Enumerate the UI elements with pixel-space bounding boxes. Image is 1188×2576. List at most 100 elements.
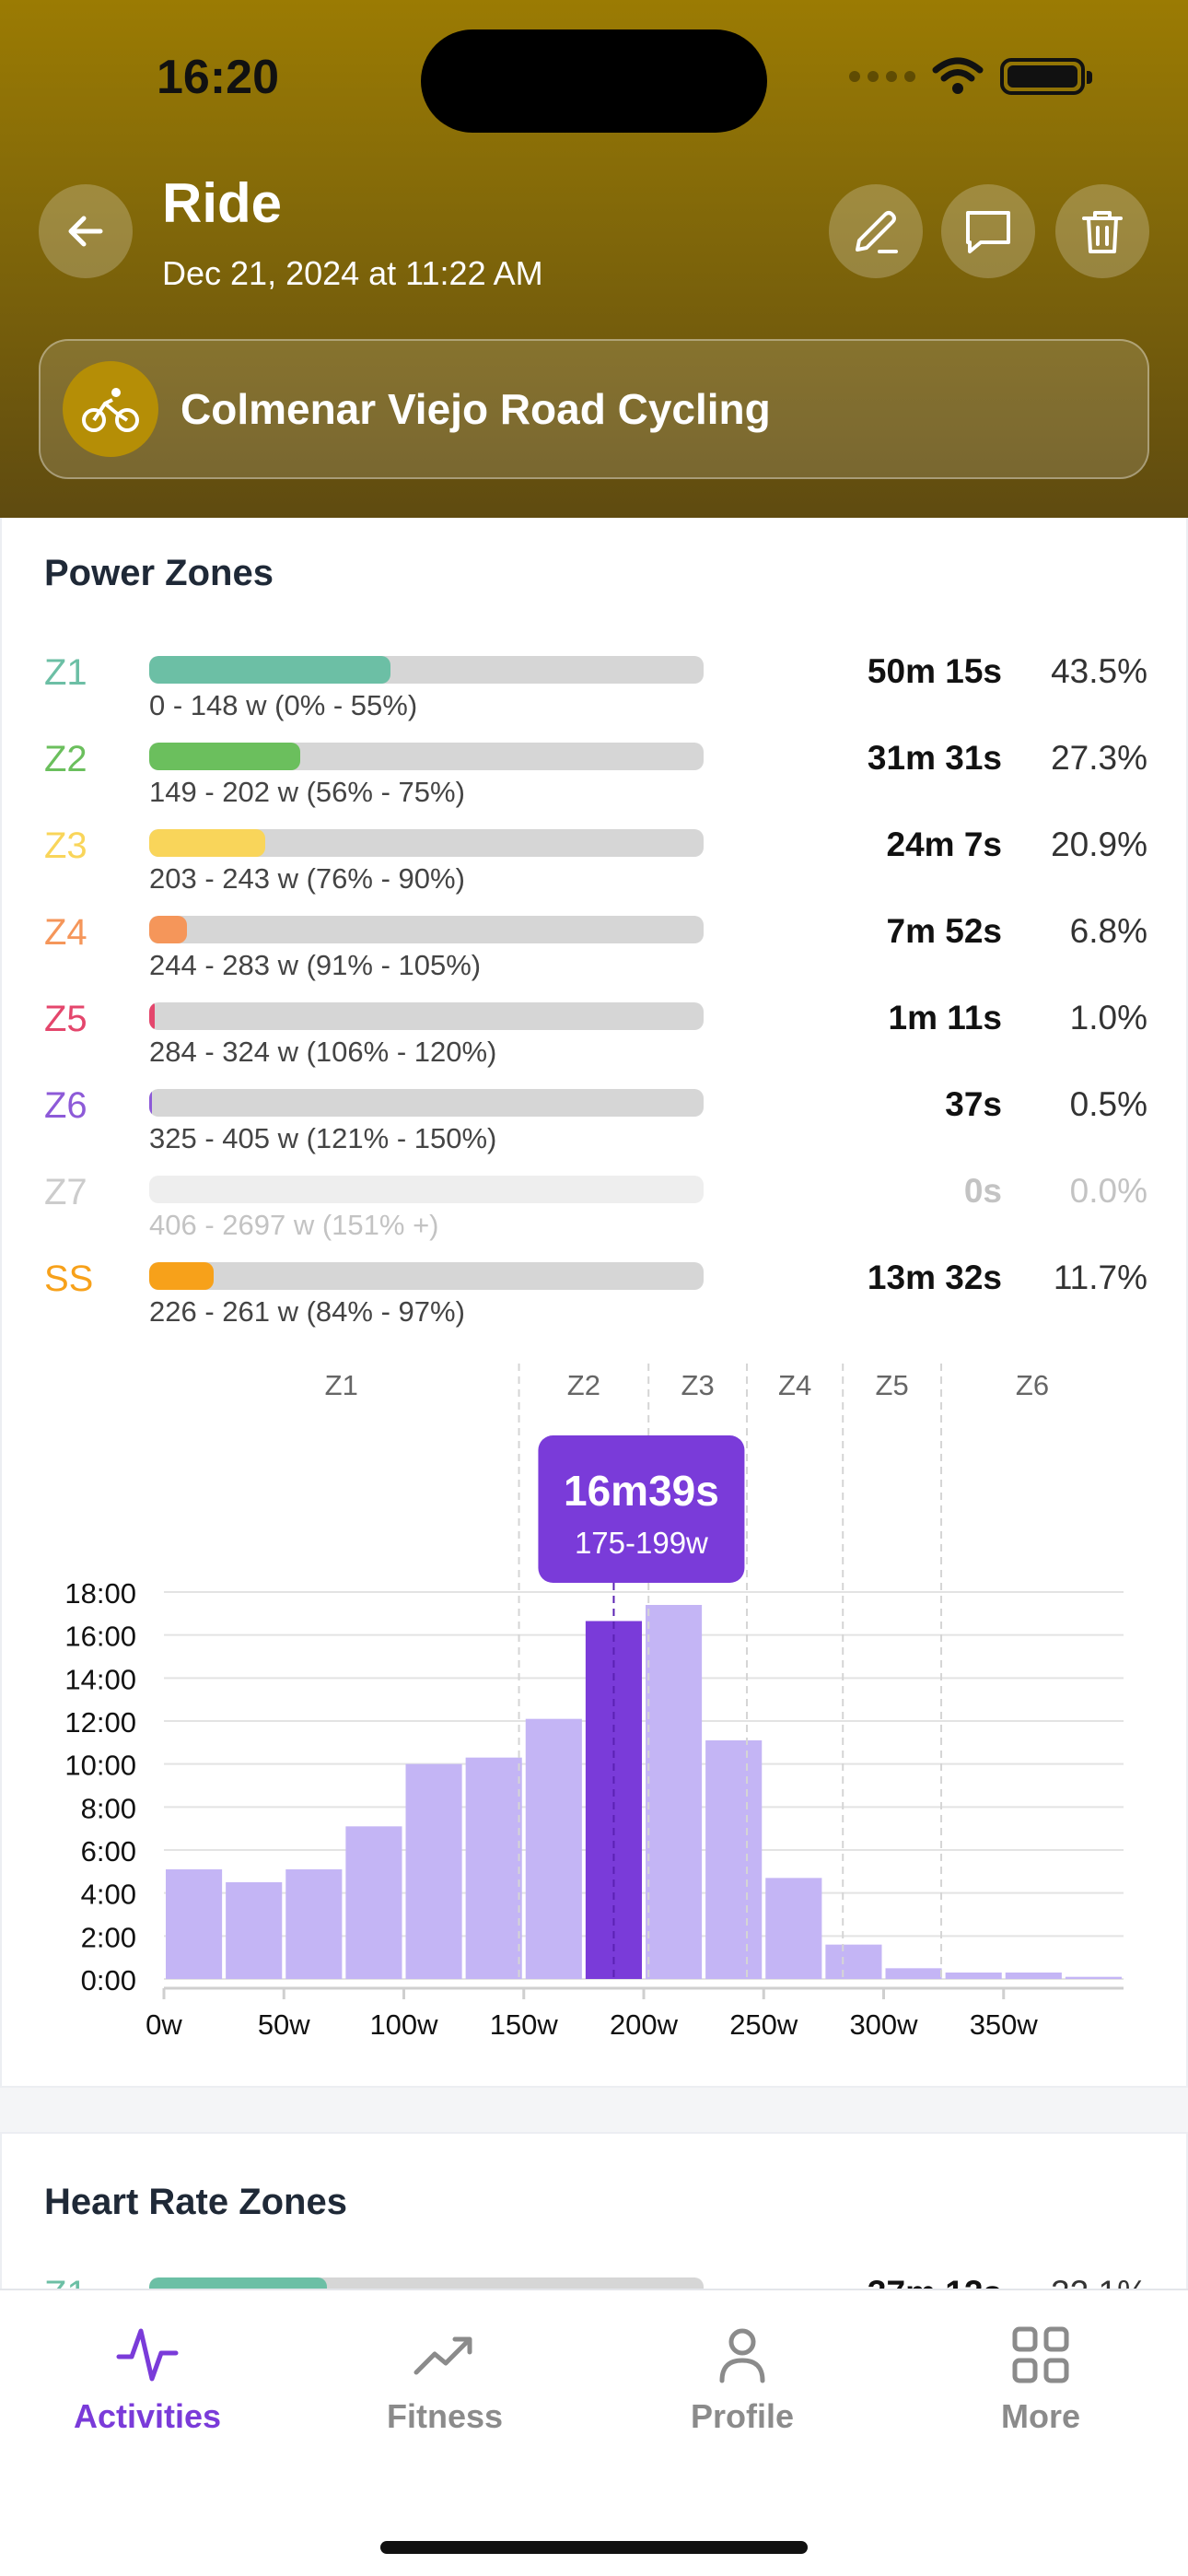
power-histogram[interactable]: 0:00 2:00 4:00 6:00 8:00 10:00 12:00 14:00 16:00… [0,1336,1188,2055]
tab-more[interactable]: More [949,2318,1133,2436]
home-indicator [380,2541,808,2554]
tab-bar: Activities Fitness Profile Mor [0,2289,1188,2576]
activity-name: Colmenar Viejo Road Cycling [181,385,771,433]
edit-button[interactable] [829,184,923,278]
zone-time: 37s [945,1085,1002,1123]
zone-percent: 1.0% [1069,999,1147,1036]
histogram-bar [1005,1973,1062,1979]
x-tick-label: 350w [970,2008,1039,2041]
y-tick-label: 12:00 [64,1706,136,1739]
zone-fill [149,1002,156,1030]
arrow-left-icon [68,216,103,247]
zone-range: 226 - 261 w (84% - 97%) [149,1295,465,1328]
x-tick-label: 0w [146,2008,182,2041]
zone-row-z4: Z4 244 - 283 w (91% - 105%) 7m 52s 6.8% [2,901,1188,988]
trend-icon [353,2318,537,2392]
comment-button[interactable] [941,184,1035,278]
activity-info-card[interactable]: Colmenar Viejo Road Cycling [39,339,1149,479]
trash-icon [1082,211,1123,253]
x-tick-label: 250w [729,2008,798,2041]
dynamic-island [421,29,767,133]
histogram-bar [226,1882,283,1979]
zone-fill [149,1262,215,1290]
zone-fill [149,1089,152,1117]
zone-header-label: Z3 [681,1369,715,1401]
zone-label: Z4 [44,912,87,953]
zone-range: 284 - 324 w (106% - 120%) [149,1036,497,1068]
zone-row-z5: Z5 284 - 324 w (106% - 120%) 1m 11s 1.0% [2,988,1188,1074]
x-tick-label: 200w [610,2008,679,2041]
zone-row-z1: Z1 0 - 148 w (0% - 55%) 50m 15s 43.5% [2,641,1188,728]
zone-label: Z5 [44,999,87,1039]
x-tick-label: 150w [490,2008,559,2041]
zone-fill [149,656,390,684]
zone-bar [149,916,704,943]
zone-bar [149,1089,704,1117]
zone-percent: 20.9% [1051,825,1147,863]
zone-label: Z1 [44,652,87,693]
zone-label: Z2 [44,739,87,779]
zone-time: 31m 31s [867,739,1002,777]
status-time: 16:20 [157,51,279,104]
pencil-icon [856,211,898,253]
activity-header: 16:20 Ride Dec 21, 2024 at 11:22 AM [0,0,1188,518]
y-tick-label: 4:00 [81,1879,136,1911]
zone-label: SS [44,1259,94,1299]
histogram-bar [465,1757,522,1979]
zone-time: 1m 11s [888,999,1002,1036]
zone-bar [149,1176,704,1203]
y-tick-label: 2:00 [81,1921,136,1953]
histogram-bar [705,1740,763,1979]
zone-bar [149,829,704,857]
histogram-bar [285,1869,343,1979]
histogram-bar [345,1826,402,1979]
activity-datetime: Dec 21, 2024 at 11:22 AM [162,254,543,292]
power-histogram-svg[interactable]: 0:00 2:00 4:00 6:00 8:00 10:00 12:00 14:00 16:00… [0,1336,1188,2055]
grid-icon [949,2318,1133,2392]
x-tick-label: 50w [258,2008,310,2041]
y-tick-label: 6:00 [81,1835,136,1868]
tab-label: Activities [73,2397,222,2435]
tooltip-box [538,1435,745,1583]
y-tick-label: 16:00 [64,1621,136,1653]
zone-fill [149,916,187,943]
zone-row-ss: SS 226 - 261 w (84% - 97%) 13m 32s 11.7% [2,1247,1188,1334]
zone-range: 203 - 243 w (76% - 90%) [149,862,465,895]
zone-row-z2: Z2 149 - 202 w (56% - 75%) 31m 31s 27.3% [2,728,1188,814]
y-tick-label: 8:00 [81,1792,136,1824]
heart-rate-zones-title: Heart Rate Zones [44,2182,347,2222]
activity-title: Ride [162,172,283,234]
zone-time: 50m 15s [867,652,1002,690]
activity-icon [55,2318,239,2392]
zone-fill [149,829,265,857]
tab-fitness[interactable]: Fitness [353,2318,537,2436]
y-tick-label: 10:00 [64,1750,136,1782]
zone-time: 0s [963,1172,1002,1210]
zone-row-z7: Z7 406 - 2697 w (151% +) 0s 0.0% [2,1161,1188,1247]
histogram-bar [765,1878,822,1979]
wifi-icon [932,57,984,94]
histogram-bar [525,1718,582,1979]
back-button[interactable] [39,184,133,278]
histogram-bar [405,1763,462,1979]
chat-bubble-icon [966,211,1010,253]
zone-percent: 27.3% [1051,739,1147,777]
x-tick-label: 300w [849,2008,918,2041]
zone-time: 7m 52s [886,912,1003,950]
zone-percent: 11.7% [1053,1259,1147,1296]
zone-header-label: Z2 [567,1369,600,1401]
zone-range: 325 - 405 w (121% - 150%) [149,1122,497,1154]
tab-activities[interactable]: Activities [55,2318,239,2436]
histogram-bar [885,1968,942,1979]
tooltip-range: 175-199w [575,1526,708,1560]
zone-time: 24m 7s [886,825,1003,863]
zone-row-z3: Z3 203 - 243 w (76% - 90%) 24m 7s 20.9% [2,814,1188,901]
zone-bar [149,1002,704,1030]
zone-fill [149,743,301,770]
delete-button[interactable] [1055,184,1149,278]
zone-label: Z3 [44,825,87,866]
tab-profile[interactable]: Profile [650,2318,834,2436]
tab-label: More [1000,2397,1080,2435]
zone-bar [149,656,704,684]
